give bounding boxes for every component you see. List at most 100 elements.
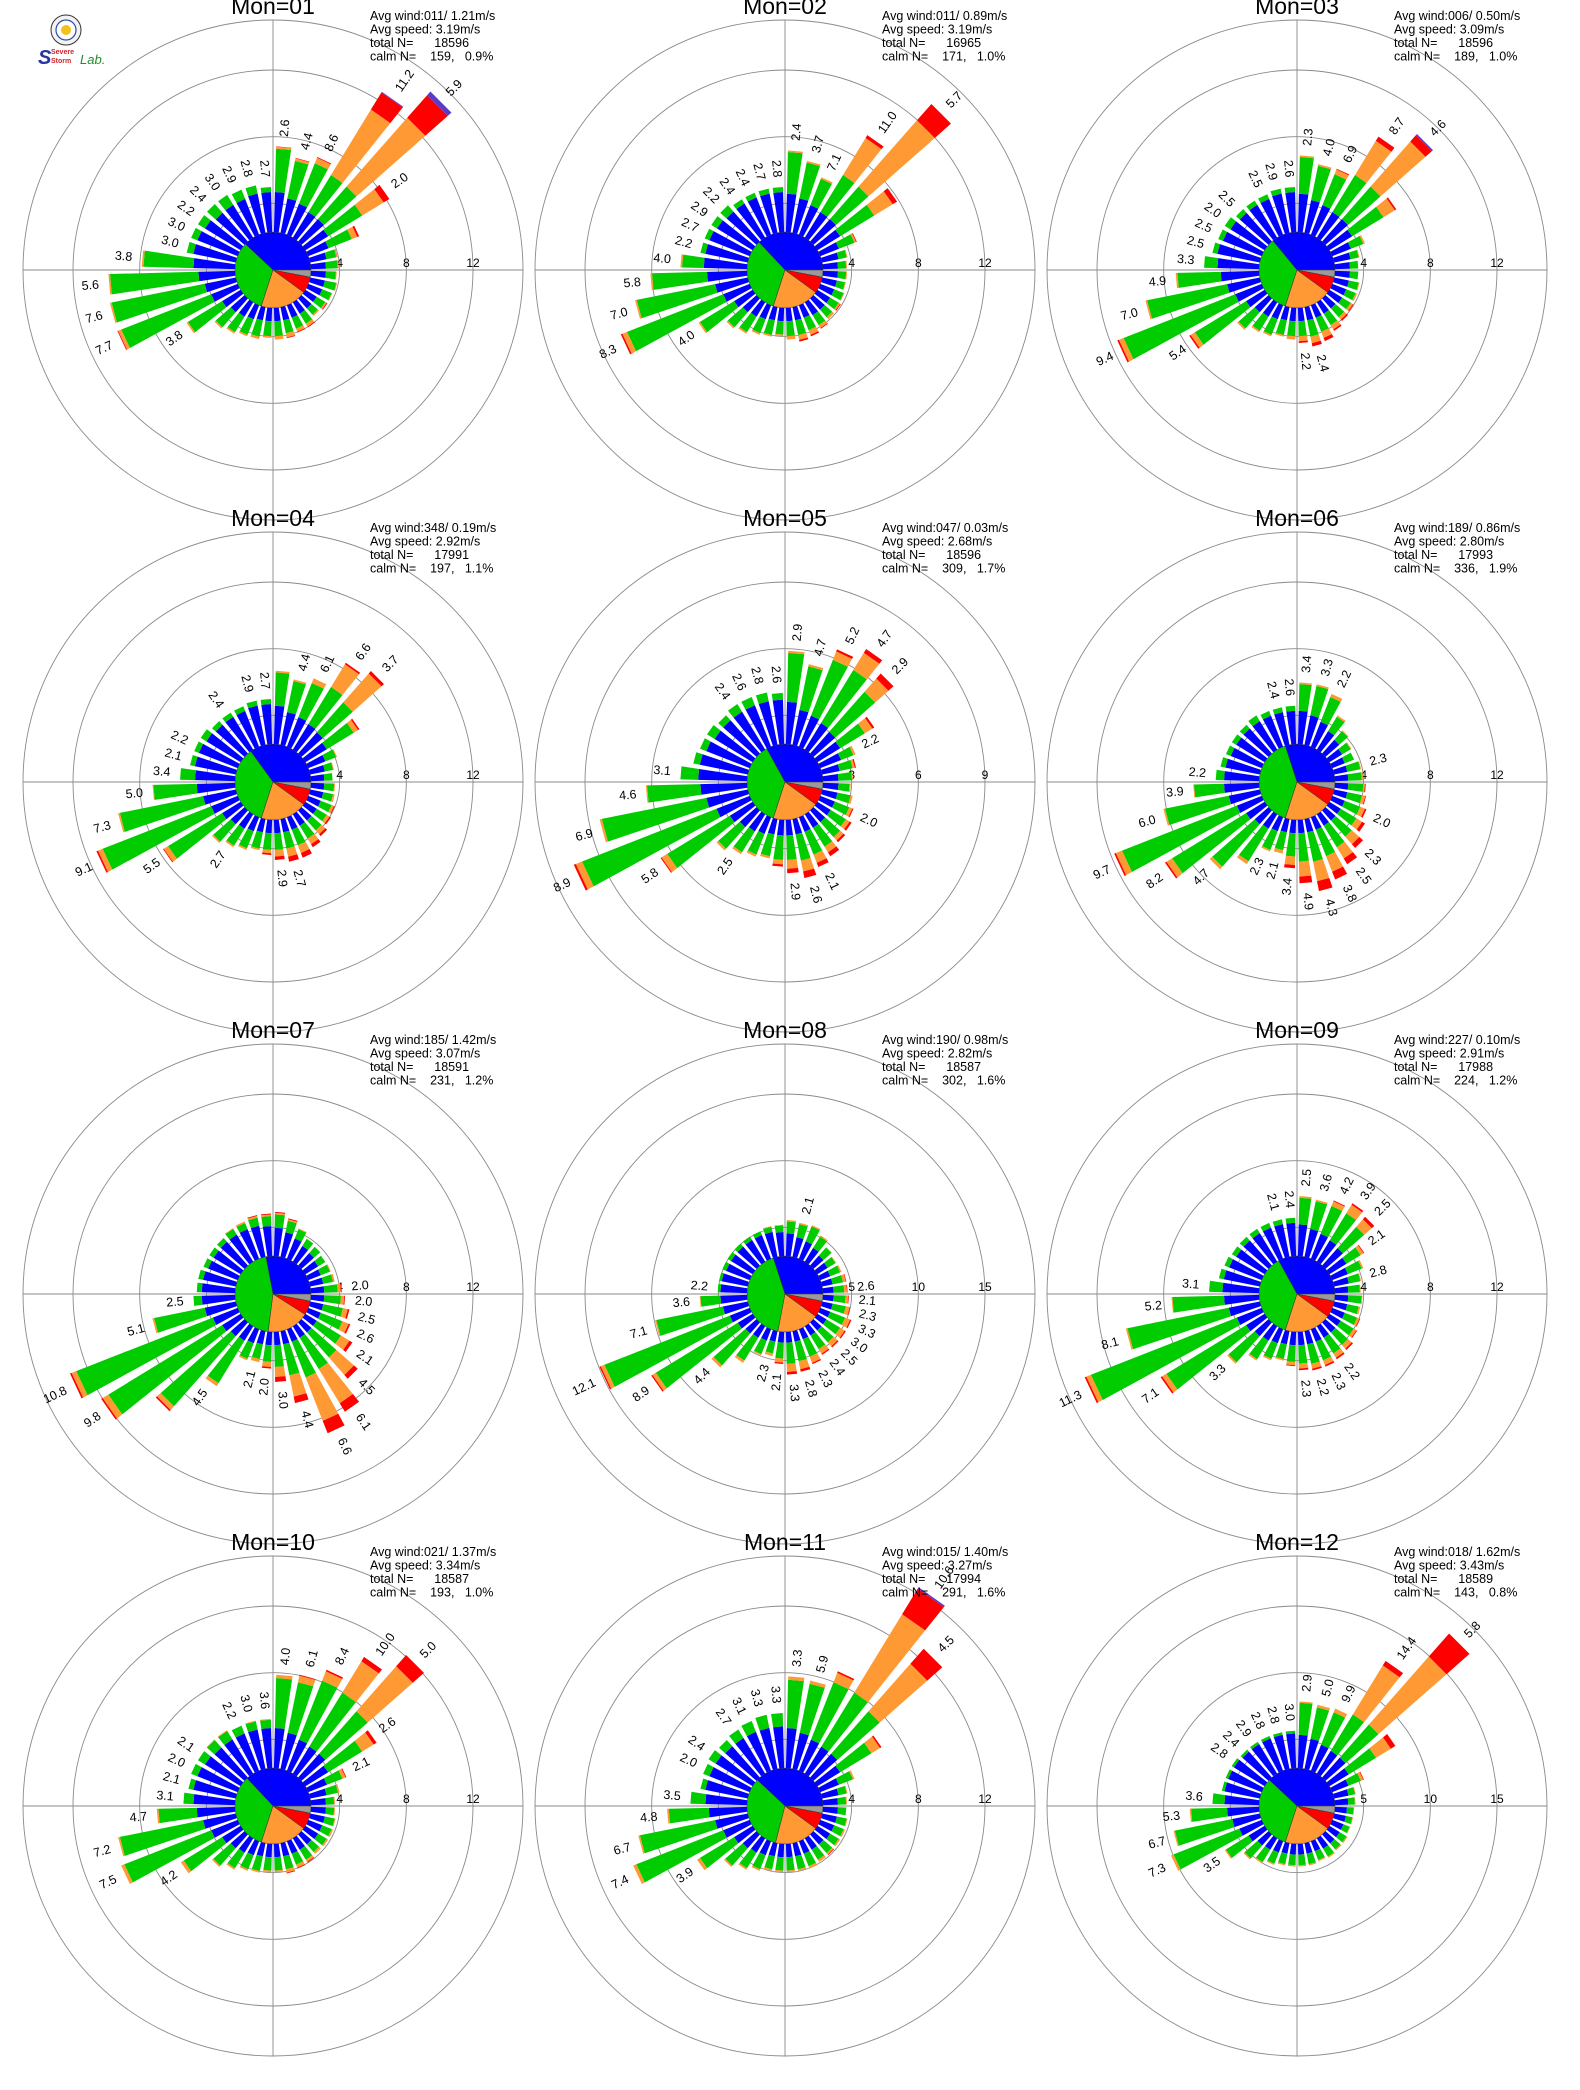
sector-bar	[814, 229, 841, 251]
sector-bar	[1298, 335, 1308, 342]
sector-bar	[785, 1233, 795, 1257]
sector-bar	[1345, 792, 1362, 804]
sector-bar	[1248, 1353, 1258, 1361]
sector-bar	[1310, 1744, 1329, 1773]
sector-bar	[820, 305, 833, 318]
sector-bar	[311, 678, 327, 689]
sector-bar	[716, 840, 727, 851]
sector-bar	[822, 1294, 834, 1302]
sector-bar	[287, 1682, 314, 1736]
sector-bar	[713, 1328, 751, 1366]
sector-bar	[1304, 818, 1314, 833]
pie-slice	[775, 1805, 817, 1845]
sector-bar	[799, 1683, 825, 1736]
sector-bar	[200, 729, 212, 742]
bar-value-label: 11.2	[392, 67, 417, 94]
sector-bar	[1349, 271, 1359, 280]
info-line: Avg wind:011/ 0.89m/s	[882, 9, 1007, 23]
sector-bar	[699, 1837, 739, 1869]
sector-bar	[814, 1262, 828, 1275]
sector-bar	[1114, 853, 1127, 876]
sector-bar	[1298, 1702, 1313, 1736]
pie-slice	[1296, 1805, 1336, 1814]
sector-bar	[1334, 1294, 1349, 1302]
sector-bar	[323, 280, 337, 291]
sector-bar	[1243, 1852, 1251, 1860]
sector-bar	[247, 1215, 258, 1219]
bar-value-label: 4.7	[811, 637, 829, 657]
sector-bar	[309, 1277, 324, 1287]
sector-bar	[808, 1862, 818, 1869]
sector-bar	[798, 1241, 813, 1261]
bar-value-label: 2.4	[712, 680, 733, 702]
bar-value-label: 2.9	[238, 673, 256, 693]
sector-bar	[786, 1221, 796, 1234]
sector-bar	[1227, 277, 1261, 293]
sector-bar	[812, 1359, 822, 1365]
bar-value-label: 8.6	[322, 132, 342, 154]
bar-value-label: 6.7	[612, 1840, 632, 1858]
sector-bar	[306, 1327, 337, 1358]
sector-bar	[1315, 1199, 1328, 1205]
sector-bar	[773, 192, 785, 233]
sector-bar	[1364, 783, 1366, 793]
sector-bar	[1239, 824, 1269, 862]
sector-bar	[305, 319, 315, 327]
sector-bar	[1333, 1708, 1348, 1718]
pie-slice	[234, 1256, 274, 1332]
sector-bar	[717, 220, 756, 251]
sector-bar	[738, 327, 747, 334]
bar-value-label: 2.1	[769, 1373, 784, 1392]
bar-value-label: 6.0	[1137, 812, 1157, 830]
sector-bar	[1318, 1856, 1326, 1862]
sector-bar	[1218, 1268, 1227, 1280]
bar-value-label: 2.0	[678, 1750, 700, 1770]
sector-bar	[196, 782, 236, 794]
bar-value-label: 2.3	[1368, 751, 1388, 769]
sector-bar	[736, 203, 766, 241]
bar-value-label: 2.4	[205, 689, 226, 711]
sector-bar	[1304, 306, 1314, 321]
sector-bar	[1316, 299, 1329, 314]
sector-bar	[222, 801, 244, 820]
sector-bar	[795, 318, 807, 335]
sector-bar	[1354, 1797, 1356, 1805]
sector-bar	[1254, 1319, 1272, 1337]
sector-bar	[331, 794, 335, 803]
sector-bar	[328, 1829, 334, 1837]
bar-value-label: 5.8	[623, 275, 642, 290]
sector-bar	[811, 1682, 849, 1744]
info-line: Avg speed: 2.82m/s	[882, 1047, 992, 1061]
sector-bar	[1220, 757, 1228, 768]
sector-bar	[1351, 818, 1363, 830]
bar-value-label: 5.3	[1162, 1809, 1181, 1824]
sector-bar	[307, 1857, 315, 1863]
sector-bar	[774, 1225, 784, 1233]
sector-bar	[1204, 256, 1219, 269]
sector-bar	[292, 1835, 305, 1850]
sector-bar	[844, 821, 852, 831]
sector-bar	[724, 1858, 733, 1867]
ring-label: 8	[403, 256, 410, 270]
sector-bar	[296, 325, 305, 332]
sector-bar	[205, 1756, 244, 1787]
sector-bar	[291, 1851, 304, 1865]
info-line: Avg speed: 3.43m/s	[1394, 1559, 1504, 1573]
sector-bar	[1334, 169, 1349, 180]
sector-bar	[262, 832, 272, 850]
sector-bar	[831, 1275, 844, 1285]
bar-value-label: 2.4	[1314, 353, 1332, 373]
sector-bar	[798, 332, 808, 340]
sector-bar	[827, 1336, 838, 1347]
sector-bar	[1334, 1798, 1349, 1806]
sector-bar	[723, 720, 760, 757]
sector-bar	[1166, 858, 1183, 878]
sector-bar	[1342, 730, 1349, 737]
sector-bar	[805, 1226, 820, 1245]
sector-bar	[298, 1675, 316, 1687]
sector-bar	[1233, 1759, 1268, 1787]
sector-bar	[836, 833, 846, 843]
sector-bar	[291, 315, 304, 329]
sector-bar	[1229, 1259, 1264, 1281]
sector-bar	[247, 1839, 260, 1856]
